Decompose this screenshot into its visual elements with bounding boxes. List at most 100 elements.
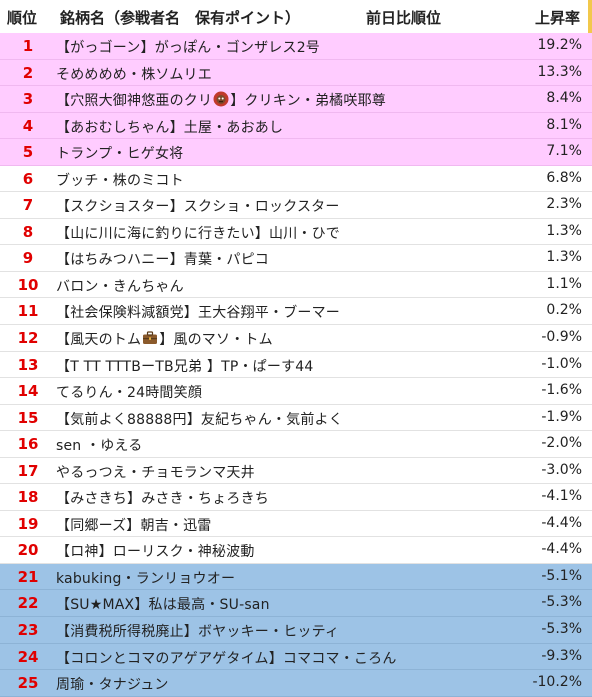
row-rate: 2.3% [546, 196, 582, 213]
table-row: 20 【ロ神】ローリスク・神秘波動 -4.4% [0, 537, 592, 564]
table-row: 3 【穴照大御神悠亜のクリ 】クリキン・弟橘咲耶尊 8.4% [0, 86, 592, 113]
row-rank: 5 [22, 143, 34, 162]
row-name: 【SU★MAX】私は最高・SU-san [56, 597, 270, 614]
row-rank: 21 [17, 567, 39, 586]
row-rate: 13.3% [537, 63, 582, 80]
row-rank: 18 [17, 488, 39, 507]
row-rate: -5.3% [541, 594, 582, 611]
row-rank: 14 [17, 382, 39, 401]
row-name: 【はちみつハニー】青葉・パピコ [56, 252, 269, 269]
row-name: sen ・ゆえる [56, 438, 143, 455]
header-corner-accent [588, 0, 592, 33]
row-name: 周瑜・タナジュン [56, 677, 169, 694]
table-row: 11 【社会保険料減額党】王大谷翔平・ブーマー 0.2% [0, 298, 592, 326]
table-row: 25 周瑜・タナジュン -10.2% [0, 670, 592, 697]
header-name: 銘柄名（参戦者名 保有ポイント） [60, 9, 301, 27]
row-rate: -1.9% [541, 408, 582, 425]
row-name-part: 】クリキン・弟橘咲耶尊 [230, 93, 386, 110]
row-name: そめめめめ・株ソムリエ [56, 66, 212, 83]
row-rate: -2.0% [541, 435, 582, 452]
row-rate: -1.0% [541, 355, 582, 372]
row-rate: -5.1% [541, 567, 582, 584]
row-rank: 20 [17, 541, 39, 560]
row-rank: 9 [22, 249, 34, 268]
row-name: 【風天のトム 】風のマソ・トム [56, 329, 273, 349]
row-rank: 23 [17, 621, 39, 640]
table-row: 9 【はちみつハニー】青葉・パピコ 1.3% [0, 245, 592, 272]
row-name: 【コロンとコマのアゲアゲタイム】コマコマ・ころん [56, 650, 397, 667]
row-rate: 1.1% [546, 275, 582, 292]
table-row: 6 ブッチ・株のミコト 6.8% [0, 166, 592, 193]
header-prev-rank: 前日比順位 [366, 9, 442, 27]
table-row: 1 【がっゴーン】がっぽん・ゴンザレス2号 19.2% [0, 33, 592, 60]
row-rate: -4.1% [541, 488, 582, 505]
row-rate: 8.1% [546, 116, 582, 133]
row-rank: 13 [17, 355, 39, 374]
table-row: 18 【みさきち】みさき・ちょろきち -4.1% [0, 484, 592, 511]
row-rank: 11 [17, 302, 39, 321]
row-rank: 25 [17, 674, 39, 693]
row-rank: 10 [17, 275, 39, 294]
row-rank: 6 [22, 169, 34, 188]
row-name: kabuking・ランリョウオー [56, 570, 236, 587]
row-rank: 2 [22, 63, 34, 82]
table-header: 順位 銘柄名（参戦者名 保有ポイント） 前日比順位 上昇率 [0, 0, 592, 34]
table-row: 19 【同郷ーズ】朝吉・迅雷 -4.4% [0, 511, 592, 538]
table-body: 1 【がっゴーン】がっぽん・ゴンザレス2号 19.2% 2 そめめめめ・株ソムリエ 13.… [0, 33, 592, 697]
table-row: 17 やるっつえ・チョモランマ天井 -3.0% [0, 458, 592, 485]
row-rate: -3.0% [541, 461, 582, 478]
table-row: 7 【スクショスター】スクショ・ロックスター 2.3% [0, 192, 592, 219]
row-name: 【ロ神】ローリスク・神秘波動 [56, 544, 255, 561]
header-rank: 順位 [7, 9, 38, 27]
row-name: 【消費税所得税廃止】ボヤッキー・ヒッティ [56, 624, 340, 641]
row-name: 【気前よく88888円】友紀ちゃん・気前よく [56, 411, 343, 428]
row-rate: -4.4% [541, 541, 582, 558]
row-name: 【がっゴーン】がっぽん・ゴンザレス2号 [56, 40, 321, 56]
row-name-part: 【穴照大御神悠亜のクリ [56, 93, 213, 110]
row-name: トランプ・ヒゲ女将 [56, 146, 184, 163]
row-name: バロン・きんちゃん [56, 278, 184, 295]
row-rate: 1.3% [546, 249, 582, 266]
row-name: 【同郷ーズ】朝吉・迅雷 [56, 517, 212, 534]
row-rate: -4.4% [541, 514, 582, 531]
row-name: 【穴照大御神悠亜のクリ 】クリキン・弟橘咲耶尊 [56, 90, 386, 110]
table-row: 8 【山に川に海に釣りに行きたい】山川・ひで 1.3% [0, 219, 592, 246]
table-row: 22 【SU★MAX】私は最高・SU-san -5.3% [0, 590, 592, 618]
row-rank: 16 [17, 435, 39, 454]
row-name: 【みさきち】みさき・ちょろきち [56, 491, 269, 508]
row-rank: 17 [17, 461, 39, 480]
row-rank: 15 [17, 408, 39, 427]
row-name: てるりん・24時間笑顔 [56, 385, 203, 402]
row-rank: 4 [22, 116, 34, 135]
row-name-part: 】風のマソ・トム [159, 332, 273, 349]
row-name: ブッチ・株のミコト [56, 172, 184, 189]
table-row: 14 てるりん・24時間笑顔 -1.6% [0, 378, 592, 405]
row-rank: 8 [22, 222, 34, 241]
table-row: 5 トランプ・ヒゲ女将 7.1% [0, 139, 592, 166]
briefcase-emoji-icon [141, 331, 159, 348]
table-row: 23 【消費税所得税廃止】ボヤッキー・ヒッティ -5.3% [0, 617, 592, 644]
row-name: やるっつえ・チョモランマ天井 [56, 464, 255, 481]
row-rank: 1 [22, 37, 34, 55]
table-row: 12 【風天のトム 】風のマソ・トム -0.9% [0, 325, 592, 352]
row-rate: 8.4% [546, 90, 582, 107]
table-row: 21 kabuking・ランリョウオー -5.1% [0, 563, 592, 591]
row-rate: -10.2% [532, 674, 582, 691]
row-rank: 24 [17, 647, 39, 666]
row-rank: 22 [17, 594, 39, 613]
row-rate: -1.6% [541, 382, 582, 399]
row-name: 【スクショスター】スクショ・ロックスター [56, 199, 340, 216]
header-rate: 上昇率 [534, 9, 580, 27]
gorilla-emoji-icon [212, 91, 230, 109]
row-rate: -9.3% [541, 647, 582, 664]
row-rank: 12 [17, 329, 39, 348]
table-row: 15 【気前よく88888円】友紀ちゃん・気前よく -1.9% [0, 405, 592, 432]
row-rate: 0.2% [546, 302, 582, 319]
row-rank: 7 [22, 196, 34, 215]
row-name-part: 【風天のトム [56, 332, 142, 349]
table-row: 2 そめめめめ・株ソムリエ 13.3% [0, 59, 592, 87]
row-name: 【あおむしちゃん】土屋・あおあし [56, 119, 284, 136]
row-rate: 6.8% [546, 169, 582, 186]
table-row: 10 バロン・きんちゃん 1.1% [0, 272, 592, 299]
